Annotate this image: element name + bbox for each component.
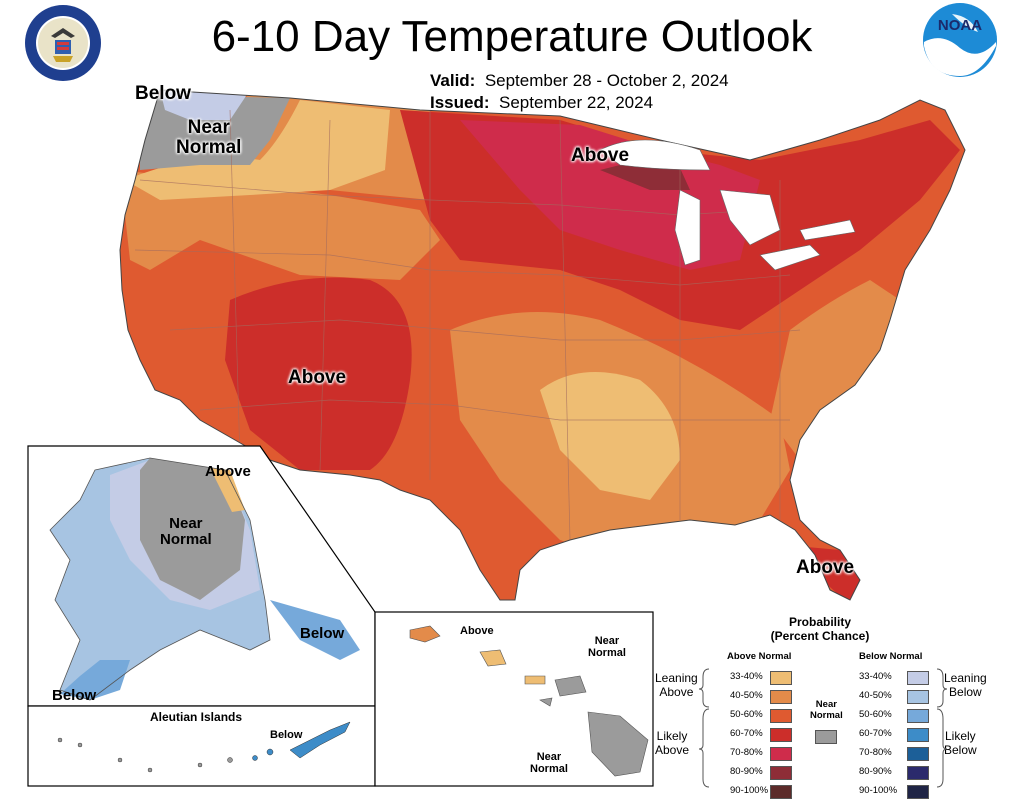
- label-hawaii-near-normal-south: Near Normal: [530, 751, 568, 775]
- legend-likely-above: Likely Above: [655, 729, 690, 757]
- legend-below-swatch-2: [907, 709, 929, 723]
- legend-below-swatch-5: [907, 766, 929, 780]
- legend-near-normal-swatch: [815, 730, 837, 744]
- legend-braces: [698, 668, 948, 788]
- validity-info: Valid: September 28 - October 2, 2024 Is…: [430, 70, 729, 114]
- conus-outline: [119, 89, 966, 601]
- noaa-logo: NOAA: [923, 3, 997, 77]
- label-below-northwest: Below: [135, 83, 191, 104]
- legend-above-swatch-4: [770, 747, 792, 761]
- legend-above-range-0: 33-40%: [730, 671, 763, 682]
- legend-below-range-1: 40-50%: [859, 690, 892, 701]
- legend-leaning-above: Leaning Above: [655, 671, 698, 699]
- alaska-shading: [49, 457, 360, 701]
- legend-above-swatch-3: [770, 728, 792, 742]
- label-near-normal-northwest: Near Normal: [176, 117, 242, 158]
- legend-below-range-5: 80-90%: [859, 766, 892, 777]
- svg-text:NOAA: NOAA: [938, 17, 982, 34]
- legend-above-swatch-6: [770, 785, 792, 799]
- label-alaska-near-normal: Near Normal: [160, 515, 212, 548]
- legend-above-swatch-1: [770, 690, 792, 704]
- issued-label: Issued:: [430, 93, 490, 112]
- label-alaska-below-southwest: Below: [52, 687, 97, 704]
- legend-below-range-0: 33-40%: [859, 671, 892, 682]
- label-hawaii-above: Above: [460, 625, 494, 637]
- commerce-seal-logo: [25, 5, 101, 81]
- label-alaska-below-southeast: Below: [300, 625, 345, 642]
- legend-below-swatch-0: [907, 671, 929, 685]
- probability-legend: Probability (Percent Chance) Above Norma…: [655, 615, 1015, 799]
- label-above-north: Above: [571, 145, 630, 166]
- valid-label: Valid:: [430, 71, 476, 90]
- great-lakes: [599, 139, 856, 271]
- legend-above-swatch-5: [770, 766, 792, 780]
- issued-date: September 22, 2024: [498, 93, 654, 112]
- label-aleutian-below: Below: [270, 729, 303, 741]
- legend-above-range-2: 50-60%: [730, 709, 763, 720]
- legend-above-header: Above Normal: [727, 651, 792, 662]
- legend-above-range-4: 70-80%: [730, 747, 763, 758]
- aleutian-title: Aleutian Islands: [150, 710, 243, 724]
- legend-below-swatch-3: [907, 728, 929, 742]
- legend-near-normal-label: Near Normal: [810, 699, 843, 721]
- legend-below-range-2: 50-60%: [859, 709, 892, 720]
- label-above-southwest: Above: [288, 367, 347, 388]
- legend-likely-below: Likely Below: [944, 729, 977, 757]
- legend-below-swatch-4: [907, 747, 929, 761]
- hawaii-shading: [409, 625, 649, 777]
- valid-dates: September 28 - October 2, 2024: [484, 71, 729, 90]
- legend-above-range-1: 40-50%: [730, 690, 763, 701]
- legend-below-range-3: 60-70%: [859, 728, 892, 739]
- map-title: 6-10 Day Temperature Outlook: [211, 12, 813, 61]
- legend-leaning-below: Leaning Below: [944, 671, 987, 699]
- legend-below-swatch-6: [907, 785, 929, 799]
- legend-below-swatch-1: [907, 690, 929, 704]
- legend-title: Probability (Percent Chance): [770, 615, 870, 643]
- label-hawaii-near-normal-north: Near Normal: [588, 635, 626, 659]
- label-above-florida: Above: [796, 557, 855, 578]
- legend-above-range-3: 60-70%: [730, 728, 763, 739]
- aleutian-islands-shading: [57, 721, 351, 773]
- label-alaska-above: Above: [205, 463, 251, 480]
- legend-above-swatch-0: [770, 671, 792, 685]
- legend-below-header: Below Normal: [859, 651, 923, 662]
- legend-above-range-5: 80-90%: [730, 766, 763, 777]
- legend-above-swatch-2: [770, 709, 792, 723]
- legend-below-range-4: 70-80%: [859, 747, 892, 758]
